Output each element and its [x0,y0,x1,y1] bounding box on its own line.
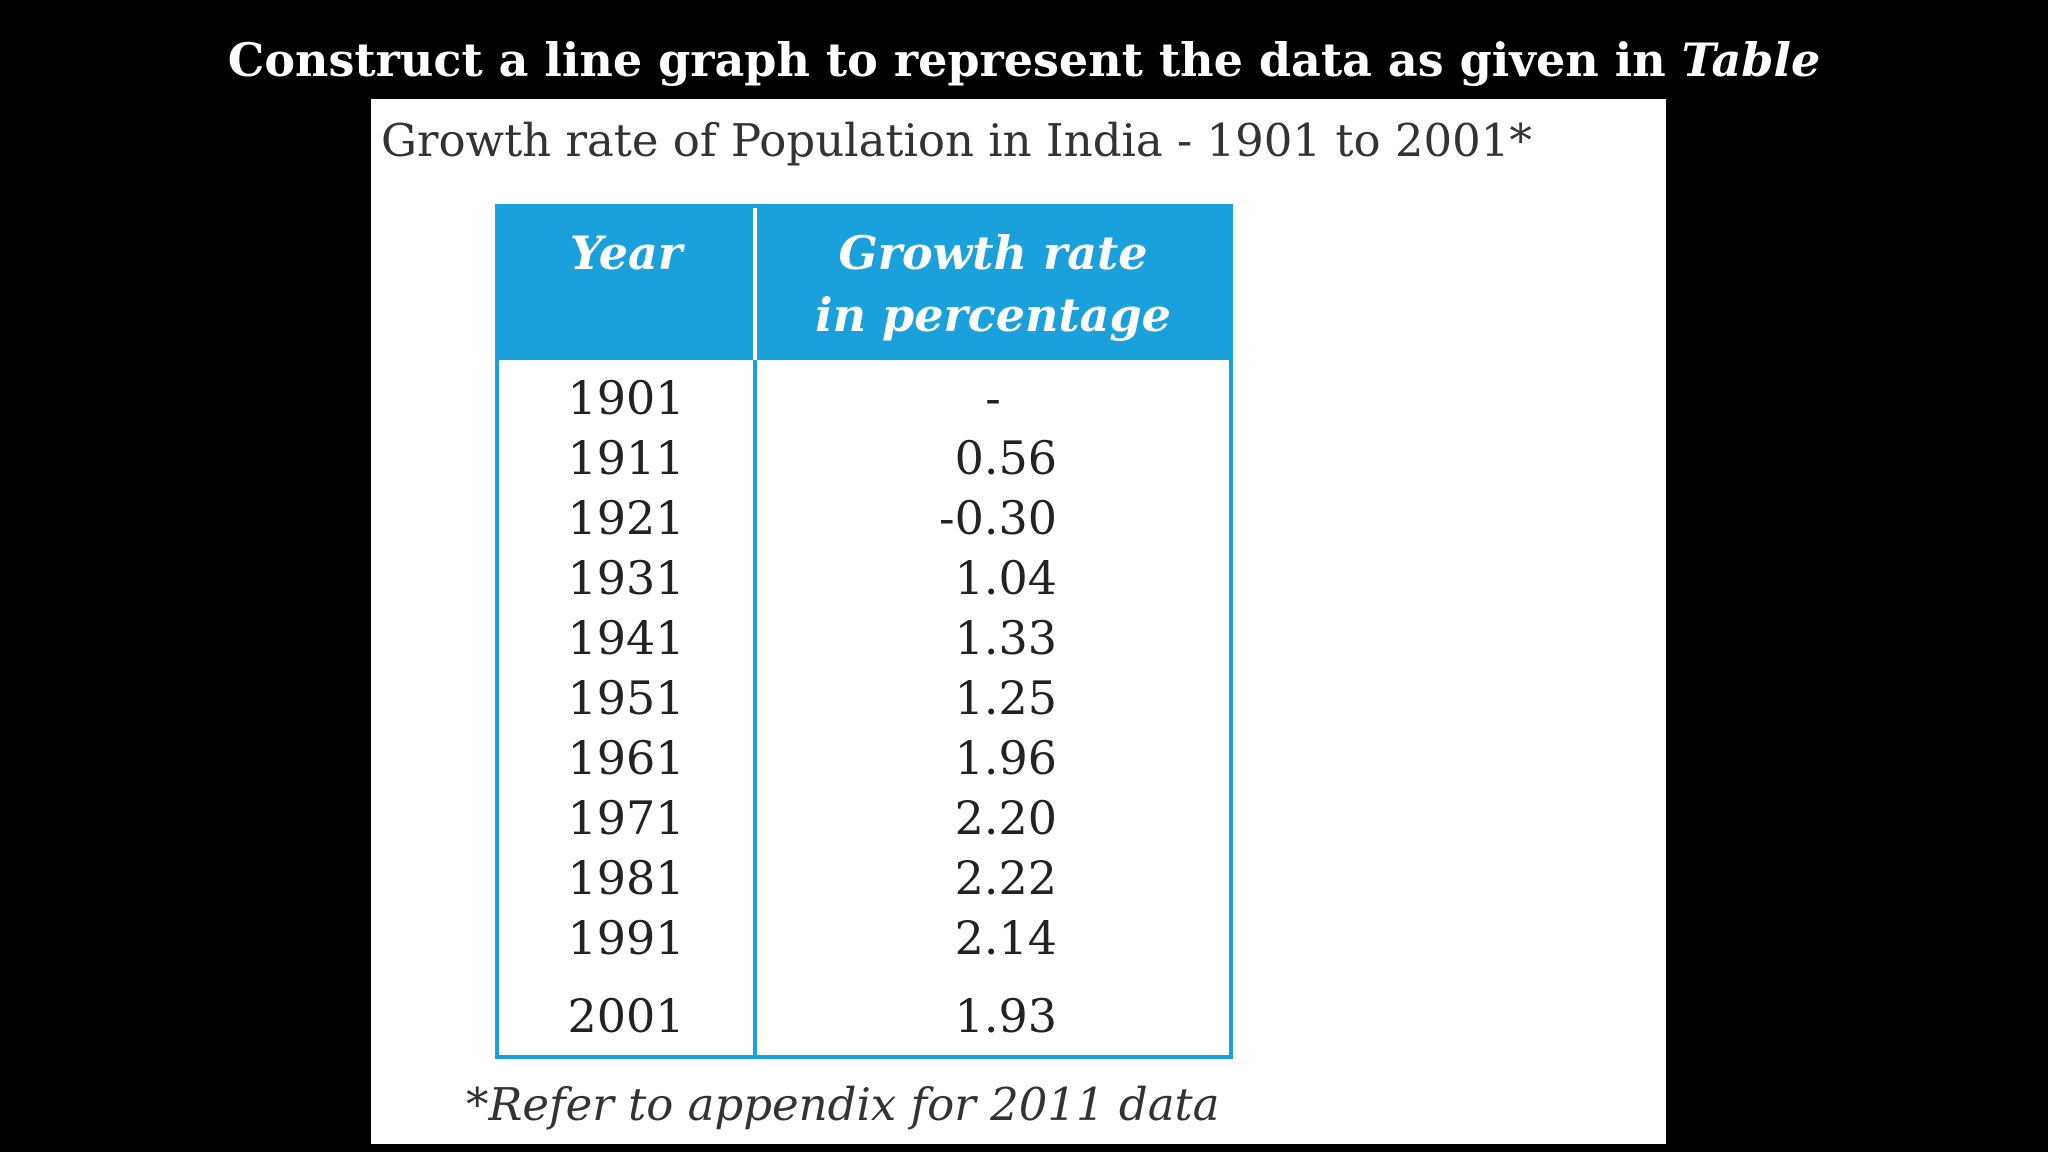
rate-cell: -0.30 [939,491,1057,545]
year-cell: 1901 [567,371,685,425]
header-growth-rate: Growth rate in percentage [757,222,1229,346]
table-heading: Growth rate of Population in India - 190… [381,114,1532,167]
rate-cell: 2.14 [954,911,1057,965]
table-row: 1901 - [499,368,1229,428]
header-column-divider [753,208,757,360]
table-row: 2001 1.93 [499,968,1229,1048]
rate-cell: 1.04 [954,551,1057,605]
year-cell: 1921 [567,491,685,545]
year-cell: 1951 [567,671,685,725]
rate-cell: 1.93 [954,989,1057,1043]
instruction-text: Construct a line graph to represent the … [227,33,1666,87]
year-cell: 1971 [567,791,685,845]
table-row: 1931 1.04 [499,548,1229,608]
rate-cell: - [985,371,1001,425]
rate-cell: 2.22 [954,851,1057,905]
growth-rate-table: Year Growth rate in percentage 1901 - 19… [495,204,1233,1059]
year-cell: 1911 [567,431,685,485]
year-cell: 1931 [567,551,685,605]
rate-cell: 1.25 [954,671,1057,725]
table-row: 1971 2.20 [499,788,1229,848]
year-cell: 2001 [567,989,685,1043]
year-cell: 1981 [567,851,685,905]
header-year: Year [569,226,683,280]
year-cell: 1991 [567,911,685,965]
rate-cell: 0.56 [954,431,1057,485]
year-cell: 1941 [567,611,685,665]
rate-cell: 1.96 [954,731,1057,785]
footnote: *Refer to appendix for 2011 data [466,1078,1220,1131]
table-row: 1961 1.96 [499,728,1229,788]
table-row: 1911 0.56 [499,428,1229,488]
table-row: 1951 1.25 [499,668,1229,728]
header-growth-rate-line1: Growth rate [838,226,1148,280]
year-cell: 1961 [567,731,685,785]
document-panel: Growth rate of Population in India - 190… [371,99,1666,1144]
slide-title: Construct a line graph to represent the … [0,28,2048,92]
table-header [499,208,1229,360]
rate-cell: 2.20 [954,791,1057,845]
table-body: 1901 - 1911 0.56 1921 -0.30 1931 1.04 19… [499,368,1229,1048]
header-growth-rate-line2: in percentage [815,288,1171,342]
column-divider [753,208,757,1055]
table-row: 1921 -0.30 [499,488,1229,548]
rate-cell: 1.33 [954,611,1057,665]
table-row: 1981 2.22 [499,848,1229,908]
table-row: 1991 2.14 [499,908,1229,968]
table-row: 1941 1.33 [499,608,1229,668]
instruction-emphasis: Table [1681,33,1821,87]
